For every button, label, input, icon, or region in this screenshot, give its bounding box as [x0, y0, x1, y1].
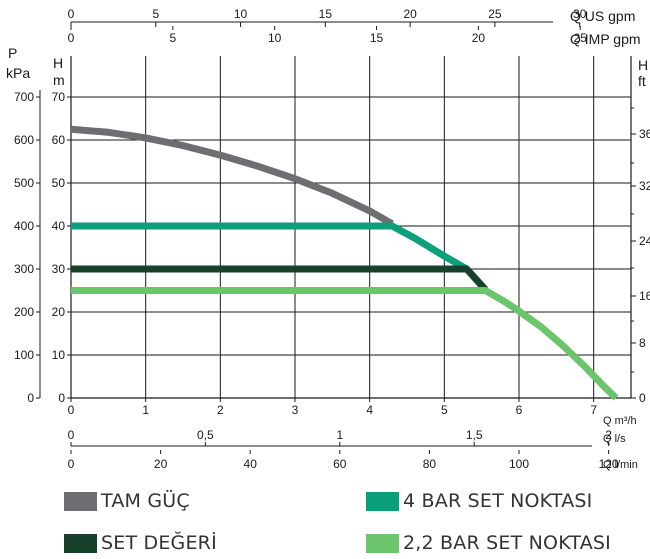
- legend-label-4-bar: 4 BAR SET NOKTASI: [403, 490, 593, 512]
- ft-tick-label: 0: [639, 391, 646, 405]
- kpa-tick-label: 700: [14, 90, 34, 104]
- us-tick-label: 10: [234, 7, 248, 21]
- mh-tick-label: 7: [590, 403, 597, 417]
- mh-tick-label: 3: [292, 403, 299, 417]
- us-tick-label: 0: [68, 7, 75, 21]
- kpa-axis-title: P: [8, 45, 17, 61]
- m-tick-label: 0: [58, 391, 65, 405]
- legend-swatch-4-bar: [366, 491, 399, 511]
- lmin-tick-label: 80: [423, 457, 437, 471]
- kpa-tick-label: 600: [14, 133, 34, 147]
- mh-tick-label: 5: [441, 403, 448, 417]
- series-lines: [70, 125, 619, 401]
- m-axis-unit: m: [53, 72, 65, 88]
- ft-axis-unit: ft: [638, 73, 646, 89]
- legend-label-set-degeri: SET DEĞERİ: [101, 532, 217, 554]
- kpa-tick-label: 0: [27, 391, 34, 405]
- kpa-tick-label: 300: [14, 262, 34, 276]
- lmin-axis-label: Q l/min: [603, 459, 638, 471]
- mh-axis-label: Q m³/h: [603, 415, 637, 427]
- ls-tick-label: 1,5: [466, 428, 483, 442]
- kpa-tick-label: 200: [14, 305, 34, 319]
- us-tick-label: 5: [152, 7, 159, 21]
- kpa-tick-label: 100: [14, 348, 34, 362]
- legend-item-4-bar: 4 BAR SET NOKTASI: [366, 490, 592, 512]
- kpa-tick-label: 400: [14, 219, 34, 233]
- m-tick-label: 10: [52, 348, 66, 362]
- legend-item-2-2-bar: 2,2 BAR SET NOKTASI: [366, 532, 611, 554]
- us-tick-label: 25: [488, 7, 502, 21]
- lmin-tick-label: 120: [599, 457, 619, 471]
- us-tick-label: 20: [403, 7, 417, 21]
- imp-tick-label: 15: [370, 31, 384, 45]
- imp-tick-label: 20: [472, 31, 486, 45]
- mh-tick-label: 2: [217, 403, 224, 417]
- ls-tick-label: 2: [605, 428, 612, 442]
- ls-tick-label: 0: [68, 428, 75, 442]
- legend-swatch-set-degeri: [64, 533, 97, 553]
- series-line-3: [71, 265, 488, 292]
- kpa-axis-unit: kPa: [6, 65, 30, 81]
- ft-tick-label: 36: [639, 127, 650, 141]
- imp-tick-label: 10: [268, 31, 282, 45]
- lmin-tick-label: 0: [68, 457, 75, 471]
- legend-item-set-degeri: SET DEĞERİ: [64, 532, 217, 554]
- lmin-tick-label: 40: [244, 457, 258, 471]
- pump-performance-chart: 0100200300400500600700PkPa01020304050607…: [6, 7, 650, 471]
- legend-swatch-2-2-bar: [366, 533, 399, 553]
- mh-tick-label: 4: [366, 403, 373, 417]
- mh-tick-label: 6: [516, 403, 523, 417]
- m-tick-label: 70: [52, 90, 66, 104]
- m-tick-label: 30: [52, 262, 66, 276]
- ls-tick-label: 1: [336, 428, 343, 442]
- series-line-4: [71, 287, 619, 401]
- legend-label-tam-guc: TAM GÜÇ: [101, 490, 190, 512]
- series-line-1: [70, 125, 394, 227]
- axis-labels: 0100200300400500600700PkPa01020304050607…: [6, 7, 650, 471]
- us-axis-label: Q US gpm: [570, 8, 635, 24]
- series-line-2: [71, 222, 469, 273]
- lmin-tick-label: 20: [154, 457, 168, 471]
- lmin-tick-label: 60: [333, 457, 347, 471]
- m-tick-label: 60: [52, 133, 66, 147]
- ft-tick-label: 16: [639, 289, 650, 303]
- ft-tick-label: 32: [639, 179, 650, 193]
- imp-tick-label: 25: [574, 31, 588, 45]
- legend-swatch-tam-guc: [64, 491, 97, 511]
- ls-axis-label: Q l/s: [603, 433, 626, 445]
- imp-axis-label: Q IMP gpm: [570, 31, 641, 47]
- mh-tick-label: 1: [142, 403, 149, 417]
- imp-tick-label: 0: [68, 31, 75, 45]
- ft-tick-label: 8: [639, 336, 646, 350]
- m-axis-title: H: [53, 55, 63, 71]
- kpa-tick-label: 500: [14, 176, 34, 190]
- m-tick-label: 20: [52, 305, 66, 319]
- us-tick-label: 30: [573, 7, 587, 21]
- ft-tick-label: 24: [639, 234, 650, 248]
- axes: [36, 21, 636, 454]
- us-tick-label: 15: [319, 7, 333, 21]
- mh-tick-label: 0: [68, 403, 75, 417]
- ls-tick-label: 0,5: [197, 428, 214, 442]
- lmin-tick-label: 100: [509, 457, 529, 471]
- imp-tick-label: 5: [170, 31, 177, 45]
- m-tick-label: 50: [52, 176, 66, 190]
- legend-label-2-2-bar: 2,2 BAR SET NOKTASI: [403, 532, 611, 554]
- legend: TAM GÜÇ 4 BAR SET NOKTASI SET DEĞERİ 2,2…: [0, 478, 650, 559]
- m-tick-label: 40: [52, 219, 66, 233]
- ft-axis-title: H: [638, 57, 648, 73]
- legend-item-tam-guc: TAM GÜÇ: [64, 490, 190, 512]
